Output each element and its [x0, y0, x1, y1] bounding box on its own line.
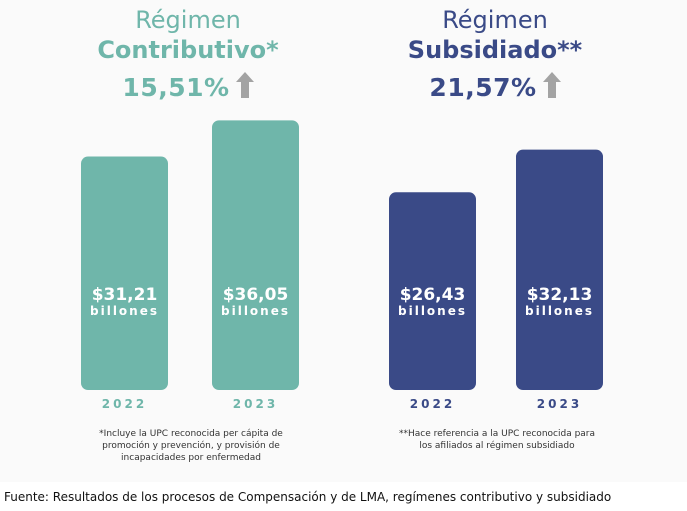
contributivo-growth-value: 15,51% — [122, 73, 230, 102]
infographic-panel: Régimen Contributivo* 15,51% Régimen Sub… — [38, 6, 645, 463]
contributivo-unit-label-2022: billones — [90, 304, 159, 318]
subsidiado-category-label-2023: 2023 — [537, 397, 582, 411]
subsidiado-growth-value: 21,57% — [429, 73, 537, 102]
arrow-up-icon — [542, 72, 561, 98]
subsidiado-footnote: **Hace referencia a la UPC reconocida pa… — [398, 429, 596, 451]
contributivo-title-line2: Contributivo* — [97, 36, 279, 64]
subsidiado-value-label-2022: $26,43 — [400, 285, 466, 305]
arrow-up-icon — [235, 72, 254, 98]
subsidiado-value-label-2023: $32,13 — [527, 285, 593, 305]
contributivo-bar-2022 — [81, 156, 168, 390]
subsidiado-bar-2023 — [516, 149, 603, 390]
subsidiado-unit-label-2023: billones — [525, 304, 594, 318]
subsidiado-bar-2022 — [389, 192, 476, 390]
bar-charts: $31,21billones2022$36,05billones2023$26,… — [81, 120, 603, 411]
contributivo-value-label-2023: $36,05 — [223, 285, 289, 305]
subsidiado-category-label-2022: 2022 — [410, 397, 455, 411]
contributivo-value-label-2022: $31,21 — [92, 285, 158, 305]
subsidiado-title-line1: Régimen — [442, 6, 548, 34]
subsidiado-unit-label-2022: billones — [398, 304, 467, 318]
contributivo-category-label-2022: 2022 — [102, 397, 147, 411]
contributivo-unit-label-2023: billones — [221, 304, 290, 318]
source-note: Fuente: Resultados de los procesos de Co… — [4, 490, 612, 504]
contributivo-growth: 15,51% — [38, 72, 338, 103]
subsidiado-growth: 21,57% — [345, 72, 645, 103]
contributivo-title-line1: Régimen — [135, 6, 241, 34]
subsidiado-title-line2: Subsidiado** — [407, 36, 583, 64]
contributivo-footnote: *Incluye la UPC reconocida per cápita de… — [99, 429, 283, 463]
contributivo-bar-2023 — [212, 120, 299, 390]
contributivo-category-label-2023: 2023 — [233, 397, 278, 411]
